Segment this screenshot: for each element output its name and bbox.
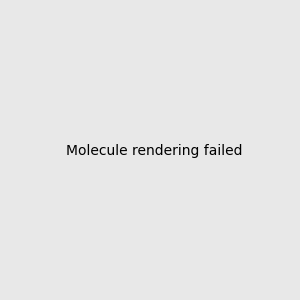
Text: Molecule rendering failed: Molecule rendering failed: [65, 145, 242, 158]
